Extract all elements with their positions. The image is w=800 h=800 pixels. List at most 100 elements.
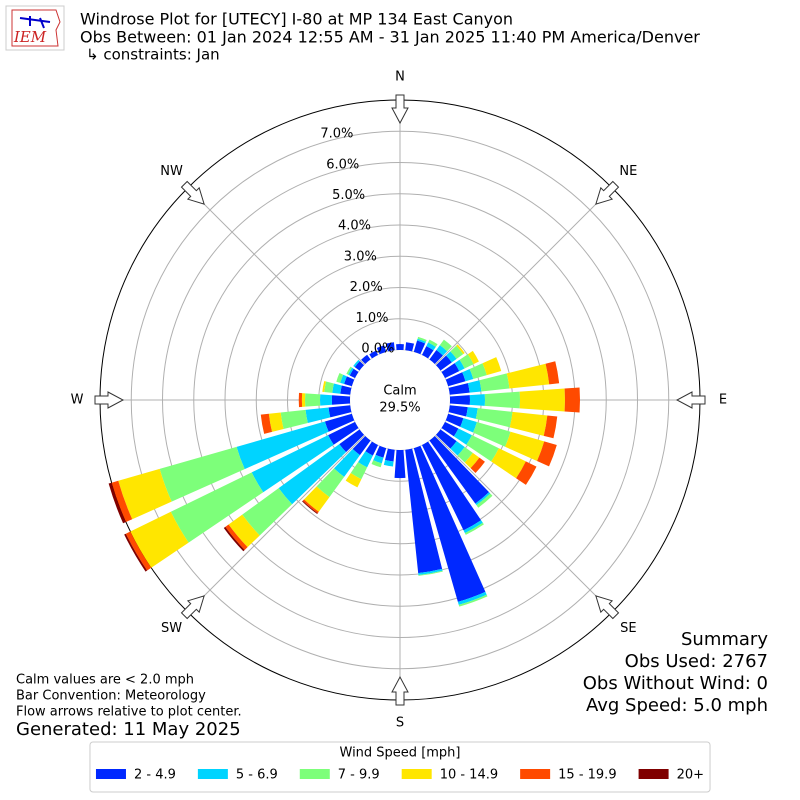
note: Flow arrows relative to plot center. (16, 705, 242, 720)
bar-segment (302, 500, 318, 515)
summary-title: Summary (681, 629, 768, 650)
bar-segment (460, 418, 477, 433)
legend-label: 10 - 14.9 (440, 768, 498, 783)
bar-segment (429, 435, 490, 504)
flow-arrow-shape (94, 391, 125, 409)
bar-segment (475, 408, 513, 428)
bar-segment (450, 345, 464, 359)
bar-segment (469, 394, 485, 406)
direction-label: S (396, 716, 404, 731)
legend-swatch (95, 769, 126, 779)
bar-segment (454, 359, 465, 372)
bar-segment (466, 407, 478, 419)
bar-segment (354, 361, 365, 371)
direction-label: E (719, 393, 727, 408)
legend-label: 20+ (677, 768, 704, 783)
bar-segment (324, 381, 334, 393)
note: Calm values are < 2.0 mph (16, 673, 194, 688)
bar-segment (305, 407, 331, 423)
y-tick-label: 7.0% (320, 127, 353, 142)
bar-segment (417, 336, 427, 342)
bar-segment (435, 355, 452, 371)
flow-arrow (391, 94, 409, 125)
bar-segment (464, 452, 480, 469)
bar-segment (111, 480, 133, 523)
bar-segment (225, 524, 248, 551)
bar-segment (479, 373, 510, 392)
flow-arrow-shape (391, 94, 409, 125)
bar-segment (466, 435, 499, 462)
flow-arrow-shape (180, 180, 205, 205)
calm-value: 29.5% (379, 401, 420, 416)
bar-segment (448, 383, 470, 395)
summary-line: Obs Without Wind: 0 (583, 673, 768, 694)
bar-segment (418, 568, 443, 575)
bar-segment (251, 435, 334, 493)
bar-segment (340, 374, 347, 384)
bar-segment (336, 373, 344, 383)
bar-segment (429, 349, 443, 365)
flow-arrow (180, 180, 205, 205)
grid-spoke (435, 187, 613, 365)
legend-frame (89, 741, 711, 793)
legend-title: Wind Speed [mph] (340, 746, 461, 761)
bar-segment (304, 486, 330, 512)
bar-segment (509, 411, 548, 436)
bar-segment (316, 468, 345, 498)
bar-segment (449, 395, 470, 405)
bar-segment (458, 594, 488, 607)
bar-segment (242, 488, 293, 536)
legend: Wind Speed [mph] 2 - 4.9 5 - 6.9 7 - 9.9 10 … (89, 741, 711, 793)
flow-arrow (180, 595, 205, 620)
y-tick-label: 5.0% (332, 188, 365, 203)
bar-segment (516, 461, 537, 485)
chart-title: Windrose Plot for [UTECY] I-80 at MP 134… (80, 10, 513, 29)
bar-segment (339, 429, 365, 453)
bar-segment (396, 344, 404, 351)
bar-segment (448, 405, 468, 417)
bar-segment (385, 342, 395, 352)
legend-swatch (197, 769, 228, 779)
flow-arrow (391, 675, 409, 706)
chart-subtitle: Obs Between: 01 Jan 2024 12:55 AM - 31 J… (80, 28, 700, 47)
logo-frame (5, 5, 65, 51)
bar-segment (463, 520, 483, 534)
bar-segment (467, 350, 479, 365)
bar-segment (469, 363, 487, 379)
bar-segment (505, 431, 545, 462)
bar-segment (278, 444, 347, 505)
bar-segment (543, 415, 558, 439)
bar-segment (350, 462, 368, 480)
flow-arrow (675, 391, 706, 409)
direction-label: NE (619, 164, 637, 179)
bar-segment (435, 429, 457, 449)
bar-segment (453, 428, 472, 445)
bar-segment (462, 368, 474, 382)
logo: IEM (5, 5, 65, 51)
bar-segment (159, 446, 245, 502)
grid-spoke (187, 435, 365, 613)
direction-label: N (395, 70, 405, 85)
flow-arrow-shape (391, 675, 409, 706)
bar-segment (436, 345, 448, 356)
bar-segment (324, 413, 355, 432)
bar-segment (467, 380, 482, 393)
y-tick-label: 0.0% (361, 341, 394, 356)
bar-segment (426, 342, 436, 351)
bar-segment (519, 388, 565, 412)
direction-label: NW (160, 164, 183, 179)
legend-swatch (401, 769, 432, 779)
bar-segment (421, 346, 434, 359)
bar-segment (475, 492, 491, 506)
bar-segment (358, 451, 373, 468)
bar-segment (441, 421, 459, 437)
y-tick-label: 2.0% (350, 280, 383, 295)
bar-segment (328, 405, 352, 418)
bar-segment (345, 473, 362, 488)
bar-segment (369, 350, 379, 359)
y-tick-label: 3.0% (344, 249, 377, 264)
bar-segment (413, 445, 486, 602)
bar-segment (260, 413, 273, 434)
bar-segment (473, 422, 511, 447)
